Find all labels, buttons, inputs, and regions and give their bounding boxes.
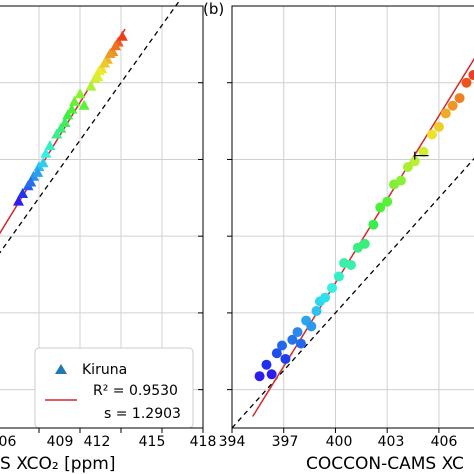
- panel-a-point-18: [44, 140, 56, 151]
- panel-b-ticks: [227, 82, 440, 433]
- panel-b-label: (b): [203, 0, 224, 18]
- legend-site-label: Kiruna: [82, 362, 127, 378]
- legend-triangle-marker: [55, 364, 67, 374]
- panel-b-point-19: [359, 238, 370, 249]
- panel-b-point-29: [433, 121, 444, 132]
- panel-a-tick-label-0: 406: [0, 434, 16, 450]
- panel-b-point-5: [280, 353, 291, 364]
- panel-a-tick-label-3: 415: [139, 434, 166, 450]
- panel-a-tick-label-2: 412: [84, 434, 111, 450]
- panel-a-point-29: [25, 176, 37, 187]
- panel-b-point-2: [266, 369, 277, 380]
- panel-a-ticks: [38, 82, 204, 433]
- panel-b-point-26: [409, 156, 420, 167]
- panel-b-point-21: [375, 202, 386, 213]
- panel-b-point-1: [261, 359, 272, 370]
- panel-a-point-20: [59, 117, 71, 128]
- legend-r2-label: R² = 0.9530: [93, 383, 178, 399]
- panel-a-point-17: [66, 103, 78, 114]
- panel-a-point-19: [78, 99, 90, 110]
- panel-b-point-33: [461, 77, 472, 88]
- panel-a-one-to-one-line: [0, 0, 181, 254]
- panel-a-point-28: [13, 195, 24, 206]
- panel-b-point-4: [277, 340, 287, 351]
- panel-b-tick-label-2: 400: [326, 434, 353, 450]
- panel-b-tick-label-4: 406: [431, 434, 458, 450]
- panel-b-point-30: [440, 108, 451, 119]
- panel-a-frame: [0, 5, 204, 429]
- panel-b: (b) 394 397 400 403 406 COCCON-CAMS XC: [203, 0, 474, 474]
- panel-b-error-bar: [414, 151, 429, 160]
- legend: Kiruna R² = 0.9530 s = 1.2903: [34, 347, 194, 429]
- panel-b-point-14: [327, 282, 337, 293]
- panel-a-point-6: [93, 65, 105, 76]
- panel-b-one-to-one-line: [231, 157, 474, 429]
- panel-a-point-5: [116, 30, 128, 41]
- panel-b-point-31: [447, 100, 458, 111]
- panel-a: 406 409 412 415 418 S XCO₂ [ppm] Kiruna …: [0, 0, 216, 474]
- panel-a-x-axis-label: S XCO₂ [ppm]: [0, 454, 115, 474]
- panel-a-point-27: [32, 166, 44, 177]
- panel-a-point-14: [69, 95, 81, 106]
- panel-b-one-to-one-segment: [231, 157, 474, 429]
- panel-b-tick-label-3: 403: [378, 434, 405, 450]
- panel-a-one-to-one-segment: [0, 0, 181, 254]
- panel-b-point-6: [287, 334, 298, 345]
- panel-b-point-0: [254, 371, 265, 382]
- panel-b-point-10: [306, 321, 317, 332]
- panel-b-point-34: [468, 70, 474, 81]
- panel-a-point-16: [51, 128, 63, 139]
- panel-b-fit-segment: [252, 57, 474, 417]
- panel-b-point-27: [418, 146, 429, 157]
- legend-s-label: s = 1.2903: [104, 406, 181, 422]
- panel-a-points: [13, 30, 128, 206]
- panel-a-point-26: [17, 187, 29, 198]
- panel-b-point-20: [368, 219, 379, 230]
- panel-b-point-22: [382, 196, 393, 207]
- panel-a-point-15: [74, 88, 86, 99]
- panel-a-point-9: [99, 57, 111, 68]
- panel-a-point-10: [110, 40, 122, 51]
- panel-b-point-17: [345, 259, 356, 270]
- panel-a-tick-label-4: 418: [190, 434, 217, 450]
- panel-b-tick-label-0: 394: [219, 434, 246, 450]
- panel-b-point-25: [402, 162, 413, 173]
- panel-b-point-15: [333, 271, 344, 282]
- panel-b-point-7: [292, 327, 303, 338]
- panel-a-point-25: [37, 157, 49, 168]
- panel-b-point-28: [427, 129, 437, 140]
- panel-b-point-24: [395, 175, 406, 186]
- panel-a-tick-label-1: 409: [47, 434, 74, 450]
- panel-b-point-3: [271, 348, 282, 359]
- panel-b-tick-label-1: 397: [272, 434, 299, 450]
- panel-a-point-8: [85, 80, 97, 91]
- panel-b-frame: [231, 5, 474, 429]
- panel-b-point-13: [320, 292, 331, 303]
- panel-a-point-13: [62, 109, 74, 120]
- panel-a-point-12: [55, 122, 67, 133]
- panel-a-point-7: [104, 47, 116, 58]
- panel-b-point-8: [295, 338, 306, 349]
- panel-a-point-11: [92, 70, 104, 81]
- panel-b-fit-line: [252, 57, 474, 417]
- panel-b-points: [254, 70, 474, 382]
- panel-a-point-21: [40, 147, 52, 158]
- panel-b-point-11: [311, 305, 322, 316]
- panel-b-point-32: [454, 93, 465, 104]
- panel-b-x-axis-label: COCCON-CAMS XC: [306, 454, 464, 474]
